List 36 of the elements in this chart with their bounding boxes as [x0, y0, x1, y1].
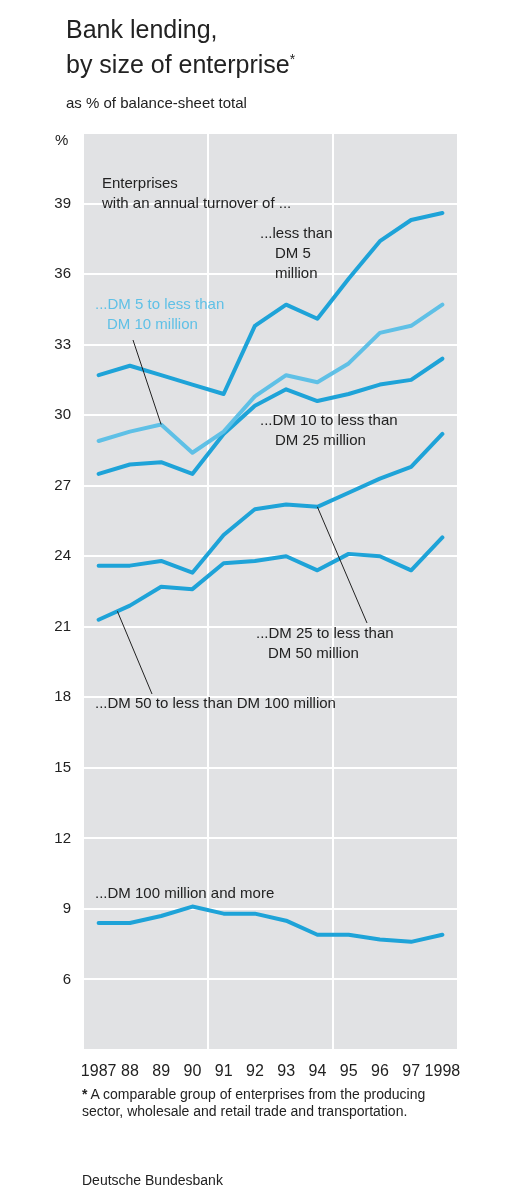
x-tick-label: 91: [214, 1062, 233, 1080]
y-tick-label: 21: [54, 616, 71, 634]
text: * A comparable group of enterprises from the producing sector, wholesale and retail trade and transportation.: [82, 1086, 427, 1120]
chart-subtitle: as % of balance-sheet total: [66, 94, 247, 111]
x-tick-label: 88: [120, 1062, 139, 1080]
x-tick-label: 94: [308, 1062, 327, 1080]
text: ...DM 50 to less than DM 100 million: [95, 694, 336, 712]
y-tick-label: 39: [54, 193, 71, 211]
y-tick-label: 12: [54, 828, 71, 846]
y-tick-label: 30: [54, 405, 71, 423]
y-tick-label: 18: [54, 687, 71, 705]
text: ...DM 25 to less than DM 50 million: [256, 624, 394, 662]
series-label: ...less than DM 5 million: [260, 224, 333, 282]
x-tick-label: 1987: [80, 1062, 117, 1080]
x-tick-label: 97: [402, 1062, 421, 1080]
y-tick-label: 27: [54, 475, 71, 493]
y-tick-label: 6: [62, 969, 71, 987]
text: Deutsche Bundesbank: [82, 1172, 223, 1188]
series-label: ...DM 100 million and more: [95, 884, 275, 902]
y-tick-label: 24: [54, 546, 71, 564]
x-tick-label: 95: [339, 1062, 358, 1080]
text: ...DM 5 to less than DM 10 million: [95, 295, 225, 333]
x-tick-label: 96: [370, 1062, 389, 1080]
y-axis-title: %: [55, 131, 69, 149]
x-tick-label: 93: [277, 1062, 296, 1080]
annotation: Enterprises with an annual turnover of ...: [101, 174, 292, 212]
y-tick-label: 15: [54, 757, 71, 775]
chart-title: Bank lending, by size of enterprise$^{*}$: [66, 14, 296, 80]
x-tick-label: 92: [245, 1062, 264, 1080]
y-tick-label: 36: [54, 264, 71, 282]
y-tick-label: 9: [62, 899, 71, 917]
x-tick-label: 90: [183, 1062, 202, 1080]
x-tick-label: 1998: [424, 1062, 461, 1080]
series-label: ...DM 10 to less than DM 25 million: [260, 411, 398, 449]
x-tick-label: 89: [152, 1062, 171, 1080]
y-tick-label: 33: [54, 334, 71, 352]
